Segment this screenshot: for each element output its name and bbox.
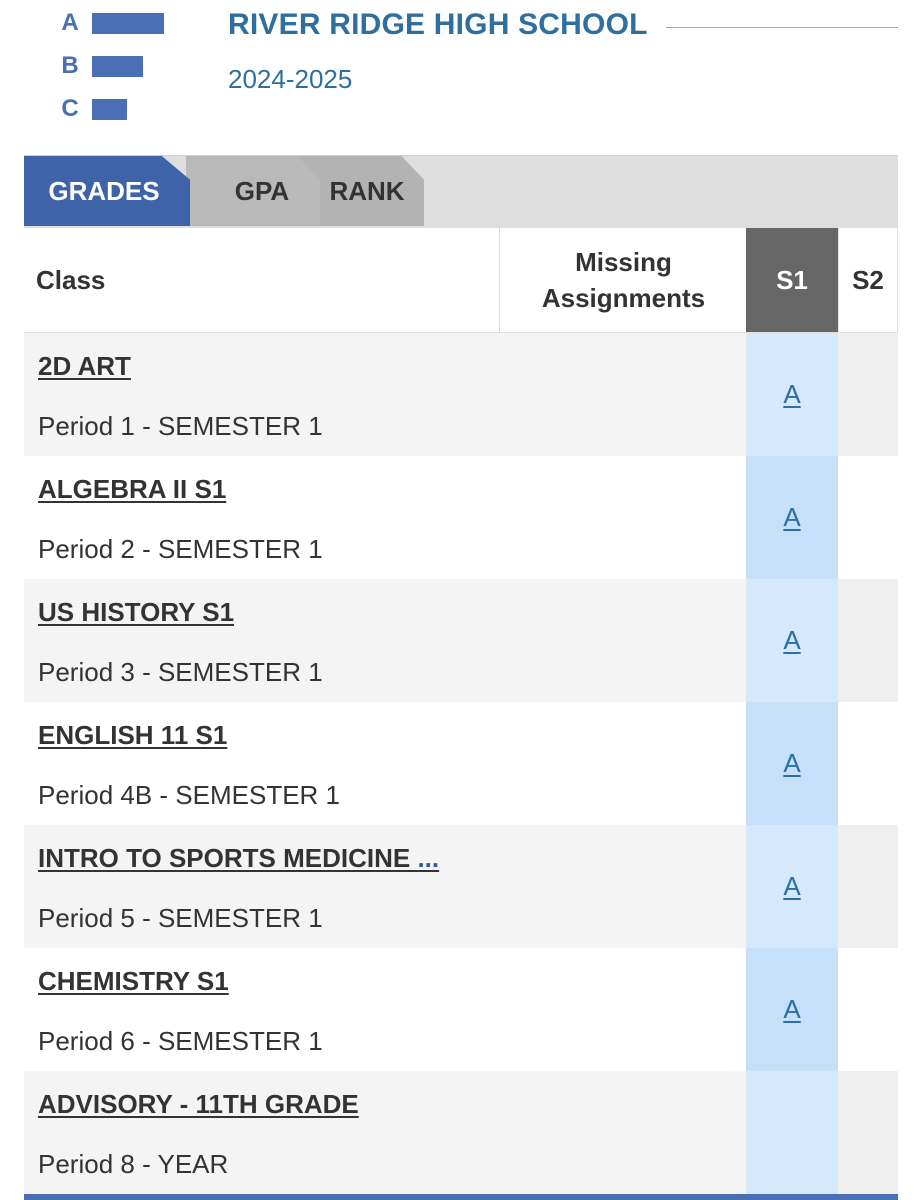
- class-period: Period 4B - SEMESTER 1: [38, 780, 340, 810]
- column-header-class: Class: [24, 228, 500, 332]
- logo-bar-b: [92, 55, 143, 77]
- s1-grade-cell: A: [746, 579, 838, 702]
- s1-grade-link[interactable]: A: [783, 502, 801, 532]
- tab-grades[interactable]: GRADES: [24, 156, 190, 226]
- table-row: INTRO TO SPORTS MEDICINE ... Period 5 - …: [24, 825, 898, 948]
- school-logo: A B C: [56, 9, 176, 125]
- class-name-link[interactable]: INTRO TO SPORTS MEDICINE ...: [38, 843, 440, 873]
- class-name-link[interactable]: 2D ART: [38, 351, 131, 381]
- logo-letter-a: A: [61, 9, 79, 36]
- school-year: 2024-2025: [228, 64, 353, 94]
- logo-row-a: A: [56, 9, 164, 36]
- school-name: RIVER RIDGE HIGH SCHOOL: [228, 8, 648, 41]
- s2-grade-cell: [838, 948, 898, 1071]
- s2-grade-cell: [838, 333, 898, 456]
- class-period: Period 6 - SEMESTER 1: [38, 1026, 323, 1056]
- grades-table: Class Missing Assignments S1 S2 2D ART P…: [24, 228, 898, 1194]
- table-row: CHEMISTRY S1 Period 6 - SEMESTER 1 A: [24, 948, 898, 1071]
- class-name-link[interactable]: ENGLISH 11 S1: [38, 720, 228, 750]
- tab-gpa[interactable]: GPA: [186, 156, 320, 226]
- s1-grade-link[interactable]: A: [783, 625, 801, 655]
- class-name-link[interactable]: ADVISORY - 11TH GRADE: [38, 1089, 359, 1119]
- logo-bar-a: [92, 12, 164, 34]
- s1-grade-cell: A: [746, 702, 838, 825]
- tab-bar: GRADES GPA RANK: [24, 155, 898, 228]
- bottom-divider: [24, 1194, 898, 1200]
- tab-rank-label: RANK: [329, 175, 405, 206]
- class-period: Period 8 - YEAR: [38, 1149, 229, 1179]
- s2-grade-cell: [838, 825, 898, 948]
- s1-grade-link[interactable]: A: [783, 994, 801, 1024]
- s1-grade-cell: A: [746, 456, 838, 579]
- s2-grade-cell: [838, 456, 898, 579]
- s1-grade-cell: A: [746, 333, 838, 456]
- table-header: Class Missing Assignments S1 S2: [24, 228, 898, 333]
- title-divider: [666, 27, 898, 28]
- s1-grade-link[interactable]: A: [783, 748, 801, 778]
- column-header-missing-assignments: Missing Assignments: [541, 247, 706, 313]
- s1-grade-link[interactable]: A: [783, 379, 801, 409]
- class-name-link[interactable]: US HISTORY S1: [38, 597, 235, 627]
- s1-grade-link[interactable]: A: [783, 871, 801, 901]
- table-row: ENGLISH 11 S1 Period 4B - SEMESTER 1 A: [24, 702, 898, 825]
- table-row: 2D ART Period 1 - SEMESTER 1 A: [24, 333, 898, 456]
- class-period: Period 1 - SEMESTER 1: [38, 411, 323, 441]
- column-header-s1[interactable]: S1: [746, 228, 838, 332]
- logo-row-c: C: [56, 95, 127, 122]
- column-header-s2[interactable]: S2: [838, 228, 898, 332]
- logo-row-b: B: [56, 52, 143, 79]
- class-period: Period 5 - SEMESTER 1: [38, 903, 323, 933]
- table-row: US HISTORY S1 Period 3 - SEMESTER 1 A: [24, 579, 898, 702]
- class-period: Period 3 - SEMESTER 1: [38, 657, 323, 687]
- class-name-link[interactable]: ALGEBRA II S1: [38, 474, 227, 504]
- logo-letter-b: B: [61, 52, 79, 79]
- logo-letter-c: C: [61, 95, 79, 122]
- s2-grade-cell: [838, 579, 898, 702]
- class-period: Period 2 - SEMESTER 1: [38, 534, 323, 564]
- s1-grade-cell: A: [746, 825, 838, 948]
- s1-grade-cell: A: [746, 948, 838, 1071]
- table-row: ADVISORY - 11TH GRADE Period 8 - YEAR: [24, 1071, 898, 1194]
- s2-grade-cell: [838, 702, 898, 825]
- class-name-link[interactable]: CHEMISTRY S1: [38, 966, 229, 996]
- tab-grades-label: GRADES: [48, 175, 160, 206]
- tab-gpa-label: GPA: [234, 175, 290, 206]
- s1-grade-cell: [746, 1071, 838, 1194]
- logo-bar-c: [92, 98, 127, 120]
- table-row: ALGEBRA II S1 Period 2 - SEMESTER 1 A: [24, 456, 898, 579]
- s2-grade-cell: [838, 1071, 898, 1194]
